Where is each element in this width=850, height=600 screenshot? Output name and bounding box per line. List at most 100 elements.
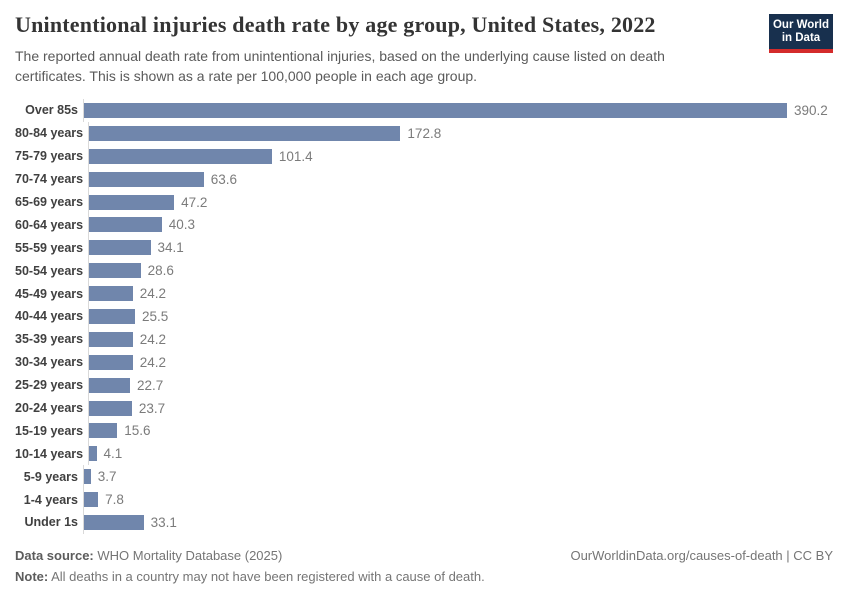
value-label: 24.2 bbox=[139, 286, 166, 302]
age-group-label: 50-54 years bbox=[15, 263, 84, 278]
bar[interactable] bbox=[89, 148, 272, 164]
value-label: 4.1 bbox=[103, 446, 123, 462]
bar-row: 1-4 years 7.8 bbox=[15, 488, 835, 512]
page-title: Unintentional injuries death rate by age… bbox=[15, 12, 656, 37]
bar-track: 24.2 bbox=[88, 282, 835, 306]
bar-row: 10-14 years 4.1 bbox=[15, 442, 835, 466]
value-label: 28.6 bbox=[147, 263, 174, 279]
bar-row: 50-54 years 28.6 bbox=[15, 259, 835, 283]
bar-track: 47.2 bbox=[88, 190, 835, 214]
data-source: Data source: WHO Mortality Database (202… bbox=[15, 545, 282, 566]
age-group-label: 40-44 years bbox=[15, 309, 84, 324]
bar[interactable] bbox=[89, 194, 175, 210]
bar-row: Under 1s 33.1 bbox=[15, 511, 835, 534]
bar-row: 30-34 years 24.2 bbox=[15, 350, 835, 374]
bar-row: 65-69 years 47.2 bbox=[15, 190, 835, 214]
bar[interactable] bbox=[89, 125, 401, 141]
bar-track: 15.6 bbox=[88, 419, 835, 443]
age-group-label: 60-64 years bbox=[15, 217, 84, 232]
bar-track: 63.6 bbox=[88, 167, 835, 191]
age-group-label: 1-4 years bbox=[23, 492, 78, 507]
data-source-value: WHO Mortality Database (2025) bbox=[97, 548, 283, 563]
age-group-label: 35-39 years bbox=[15, 332, 84, 347]
bar-track: 24.2 bbox=[88, 350, 835, 374]
bar-row: 15-19 years 15.6 bbox=[15, 419, 835, 443]
bar[interactable] bbox=[84, 469, 91, 485]
bar-row: Over 85s 390.2 bbox=[15, 99, 835, 122]
bar-track: 22.7 bbox=[88, 373, 835, 397]
bar-row: 20-24 years 23.7 bbox=[15, 396, 835, 420]
bar-row: 35-39 years 24.2 bbox=[15, 327, 835, 351]
value-label: 47.2 bbox=[181, 194, 208, 210]
chart-subtitle: The reported annual death rate from unin… bbox=[15, 48, 665, 84]
age-group-label: 20-24 years bbox=[15, 401, 84, 416]
bar-track: 4.1 bbox=[88, 442, 835, 466]
bar[interactable] bbox=[89, 331, 133, 347]
chart-note: Note: All deaths in a country may not ha… bbox=[15, 566, 833, 587]
bar-track: 7.8 bbox=[83, 488, 835, 512]
bar-track: 101.4 bbox=[88, 144, 835, 168]
age-group-label: Over 85s bbox=[25, 103, 78, 118]
age-group-label: 45-49 years bbox=[15, 286, 84, 301]
age-group-label: 65-69 years bbox=[15, 195, 84, 209]
bar-track: 34.1 bbox=[88, 236, 835, 260]
value-label: 24.2 bbox=[139, 354, 166, 370]
logo-text-line1: Our World bbox=[772, 19, 829, 31]
age-group-label: Under 1s bbox=[24, 515, 79, 530]
value-label: 24.2 bbox=[139, 331, 166, 347]
bar[interactable] bbox=[84, 514, 144, 530]
bar[interactable] bbox=[89, 354, 133, 370]
value-label: 23.7 bbox=[138, 400, 166, 416]
bar[interactable] bbox=[89, 171, 204, 187]
chart-footer: Data source: WHO Mortality Database (202… bbox=[15, 545, 833, 587]
age-group-label: 75-79 years bbox=[15, 149, 84, 164]
chart-header: Unintentional injuries death rate by age… bbox=[15, 12, 740, 87]
value-label: 40.3 bbox=[168, 217, 195, 233]
owid-logo[interactable]: Our World in Data bbox=[769, 14, 833, 53]
age-group-label: 80-84 years bbox=[15, 126, 84, 141]
bar-track: 40.3 bbox=[88, 213, 835, 237]
bar[interactable] bbox=[89, 446, 97, 462]
bar-track: 25.5 bbox=[88, 305, 835, 328]
bar-track: 390.2 bbox=[83, 99, 835, 122]
note-label: Note: bbox=[15, 569, 49, 584]
owid-url-link[interactable]: OurWorldinData.org/causes-of-death | CC … bbox=[570, 548, 833, 563]
bar-track: 28.6 bbox=[88, 259, 835, 283]
bar-row: 40-44 years 25.5 bbox=[15, 305, 835, 328]
bar[interactable] bbox=[84, 492, 99, 508]
value-label: 33.1 bbox=[150, 514, 177, 530]
note-text: All deaths in a country may not have bee… bbox=[51, 569, 485, 584]
age-group-label: 25-29 years bbox=[15, 378, 84, 393]
bar-track: 172.8 bbox=[88, 121, 835, 145]
bar-row: 45-49 years 24.2 bbox=[15, 282, 835, 306]
bar-row: 70-74 years 63.6 bbox=[15, 167, 835, 191]
bar[interactable] bbox=[89, 400, 132, 416]
bar[interactable] bbox=[89, 240, 151, 256]
bar[interactable] bbox=[89, 286, 133, 302]
bar-track: 24.2 bbox=[88, 327, 835, 351]
bar-row: 5-9 years 3.7 bbox=[15, 465, 835, 489]
value-label: 172.8 bbox=[407, 125, 442, 141]
bar[interactable] bbox=[89, 217, 162, 233]
bar[interactable] bbox=[89, 423, 118, 439]
age-group-label: 30-34 years bbox=[15, 355, 84, 370]
value-label: 15.6 bbox=[124, 423, 151, 439]
bar-row: 60-64 years 40.3 bbox=[15, 213, 835, 237]
age-group-label: 55-59 years bbox=[15, 240, 84, 255]
bar-track: 3.7 bbox=[83, 465, 835, 489]
bar[interactable] bbox=[84, 102, 787, 118]
value-label: 101.4 bbox=[278, 148, 313, 164]
bar-track: 33.1 bbox=[83, 511, 835, 534]
value-label: 390.2 bbox=[794, 102, 828, 118]
age-group-label: 70-74 years bbox=[15, 172, 84, 187]
bar-chart: Over 85s 390.2 80-84 years 172.8 75-79 years… bbox=[15, 99, 835, 534]
bar[interactable] bbox=[89, 308, 136, 324]
value-label: 63.6 bbox=[210, 171, 237, 187]
value-label: 7.8 bbox=[105, 492, 124, 508]
bar[interactable] bbox=[89, 263, 141, 279]
value-label: 22.7 bbox=[137, 377, 164, 393]
value-label: 3.7 bbox=[97, 469, 117, 485]
bar-row: 25-29 years 22.7 bbox=[15, 373, 835, 397]
logo-text-line2: in Data bbox=[781, 32, 821, 44]
bar[interactable] bbox=[89, 377, 131, 393]
